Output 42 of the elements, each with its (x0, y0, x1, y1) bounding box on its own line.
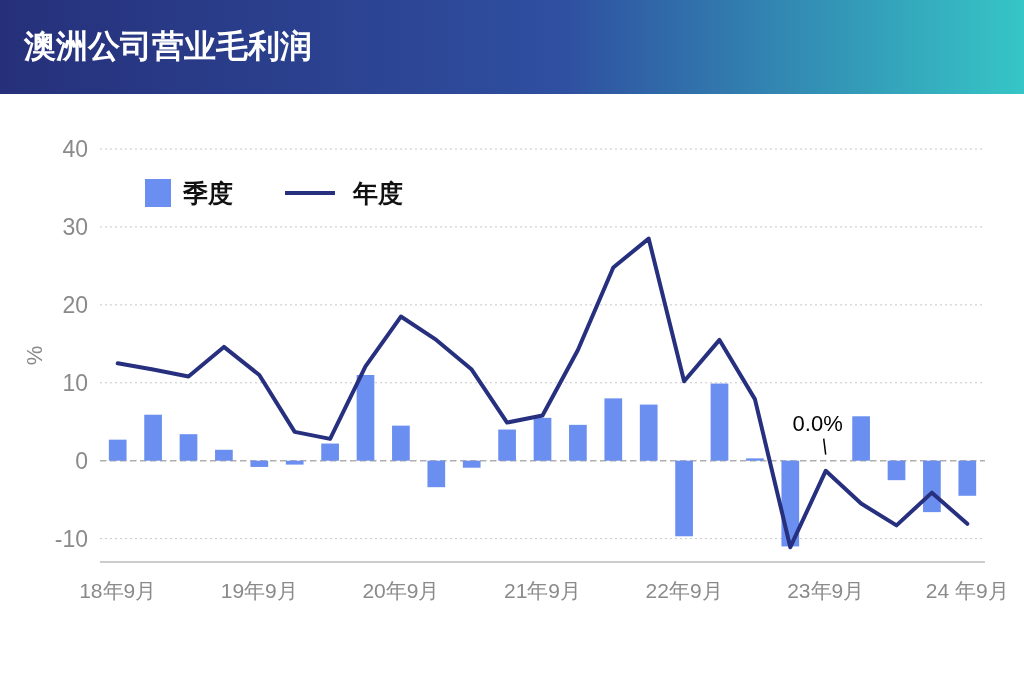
y-axis-title: % (22, 345, 47, 366)
bar (392, 425, 410, 461)
bar (215, 449, 233, 461)
y-tick-label: -10 (54, 525, 88, 552)
bar (179, 434, 198, 461)
x-tick-label: 23年9月 (787, 579, 865, 602)
y-tick-label: 0 (75, 447, 88, 474)
bar (108, 439, 127, 461)
bar (250, 460, 269, 467)
x-tick-label: 21年9月 (503, 579, 582, 602)
bar (462, 460, 481, 468)
bar (923, 460, 941, 513)
bar (285, 460, 304, 465)
chart-title: 澳洲公司营业毛利润 (24, 27, 312, 66)
bar (604, 398, 623, 461)
bar (746, 458, 764, 461)
annotation: 0.0% (792, 410, 843, 436)
bar (427, 460, 446, 488)
x-tick-label: 20年9月 (362, 579, 440, 602)
bar (887, 460, 906, 481)
bar (321, 443, 339, 461)
bar (675, 460, 693, 537)
x-tick-label: 22年9月 (645, 579, 723, 602)
line-series (115, 236, 970, 550)
y-tick-label: 10 (62, 369, 88, 396)
bar (710, 383, 729, 461)
bar (639, 404, 658, 461)
x-tick-label: 18年9月 (79, 579, 157, 602)
y-tick-label: 20 (62, 291, 88, 318)
bar (852, 416, 870, 461)
bar (958, 460, 977, 496)
x-tick-label: 24 年9月 (925, 579, 1009, 602)
bar (569, 424, 587, 461)
bar (533, 417, 552, 461)
bar (356, 374, 375, 461)
legend-label: 年度 (352, 179, 403, 207)
y-tick-label: 40 (62, 136, 88, 162)
bar (144, 414, 162, 461)
legend-label: 季度 (182, 179, 233, 207)
x-tick-label: 19年9月 (220, 579, 298, 602)
bar (498, 429, 516, 461)
y-tick-label: 30 (62, 213, 88, 240)
